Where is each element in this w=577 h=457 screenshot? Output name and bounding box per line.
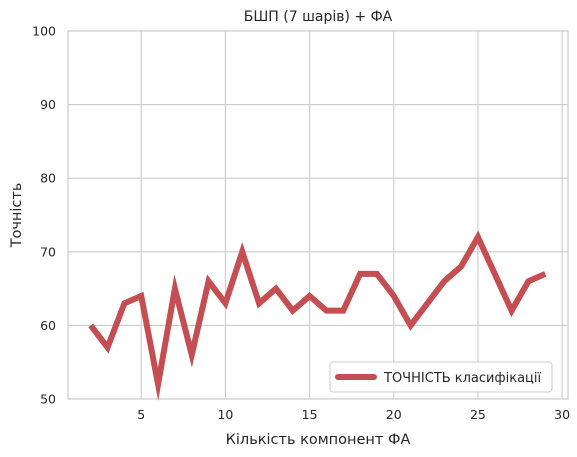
legend-box [329,361,553,393]
y-tick-label: 70 [40,244,56,259]
x-tick-label: 5 [137,407,145,422]
x-tick-label: 20 [386,407,402,422]
legend: ТОЧНІСТЬ класифікації [329,361,553,393]
y-tick-label: 60 [40,318,56,333]
y-tick-label: 50 [40,392,56,407]
y-axis-title: Точність [9,183,25,249]
ticks-layer: 5 10 15 20 25 30 50 60 70 80 90 100 [32,24,570,423]
x-tick-label: 25 [470,407,486,422]
plot-frame [67,30,569,400]
series-line-accuracy [88,230,547,401]
x-tick-label: 10 [217,407,233,422]
chart-title: БШП (7 шарів) + ФА [244,9,393,25]
y-tick-label: 90 [40,97,56,112]
grid [68,30,568,400]
x-tick-label: 30 [554,407,570,422]
series-layer [88,230,547,401]
y-tick-label: 100 [32,24,56,39]
y-tick-label: 80 [40,171,56,186]
x-axis-title: Кількість компонент ФА [226,432,411,448]
x-tick-label: 15 [302,407,318,422]
legend-series-label: ТОЧНІСТЬ класифікації [383,371,541,386]
